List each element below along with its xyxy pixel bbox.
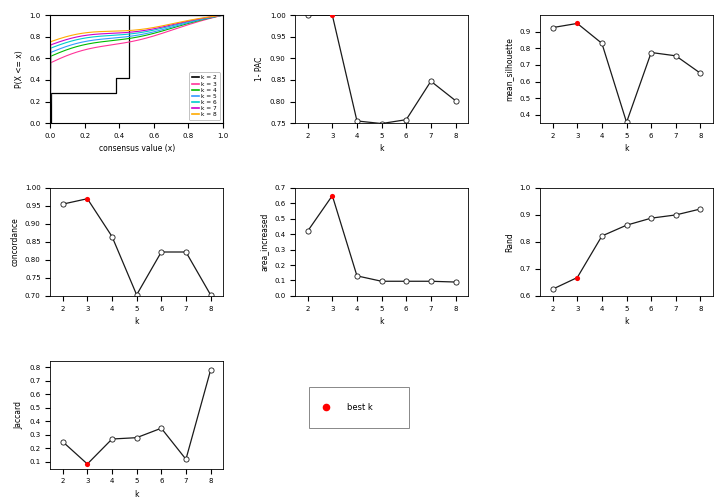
Point <box>57 200 68 208</box>
Y-axis label: P(X <= x): P(X <= x) <box>15 50 24 88</box>
Point <box>327 11 338 19</box>
Y-axis label: mean_silhouette: mean_silhouette <box>505 37 514 101</box>
X-axis label: k: k <box>379 145 384 153</box>
Point <box>645 214 657 222</box>
Point <box>425 277 436 285</box>
Point <box>450 278 462 286</box>
X-axis label: k: k <box>624 317 629 326</box>
Y-axis label: area_increased: area_increased <box>260 213 269 271</box>
Point <box>670 52 682 60</box>
Point <box>547 285 559 293</box>
Point <box>596 232 608 240</box>
Point <box>81 460 93 468</box>
X-axis label: k: k <box>624 145 629 153</box>
Point <box>204 366 216 374</box>
Point <box>376 119 387 128</box>
Point <box>180 248 192 256</box>
Text: best k: best k <box>347 403 373 412</box>
Point <box>376 277 387 285</box>
Point <box>621 118 632 127</box>
Point <box>156 248 167 256</box>
Point <box>57 437 68 446</box>
Point <box>645 48 657 56</box>
Point <box>302 227 313 235</box>
X-axis label: k: k <box>135 490 139 499</box>
Point <box>81 195 93 203</box>
Y-axis label: Rand: Rand <box>505 232 514 252</box>
Y-axis label: 1- PAC: 1- PAC <box>256 57 264 81</box>
Point <box>107 232 118 240</box>
Point <box>547 24 559 32</box>
Point <box>425 77 436 85</box>
Point <box>450 97 462 105</box>
Point <box>156 424 167 432</box>
Point <box>695 205 706 213</box>
X-axis label: k: k <box>379 317 384 326</box>
Y-axis label: concordance: concordance <box>10 218 19 266</box>
X-axis label: k: k <box>135 317 139 326</box>
Point <box>351 272 363 280</box>
Point <box>131 433 143 442</box>
Point <box>572 19 583 27</box>
Point <box>695 69 706 77</box>
Point <box>180 455 192 463</box>
Point <box>107 435 118 443</box>
Point <box>400 277 412 285</box>
Point <box>204 291 216 299</box>
Y-axis label: Jaccard: Jaccard <box>15 401 24 429</box>
Point <box>302 11 313 19</box>
Point <box>327 192 338 200</box>
Point <box>621 221 632 229</box>
Point <box>351 117 363 125</box>
Point <box>400 115 412 123</box>
Point <box>596 39 608 47</box>
Point <box>131 291 143 299</box>
Legend: k = 2, k = 3, k = 4, k = 5, k = 6, k = 7, k = 8: k = 2, k = 3, k = 4, k = 5, k = 6, k = 7… <box>189 73 220 120</box>
Point <box>572 274 583 282</box>
X-axis label: consensus value (x): consensus value (x) <box>99 145 175 153</box>
Point <box>670 211 682 219</box>
